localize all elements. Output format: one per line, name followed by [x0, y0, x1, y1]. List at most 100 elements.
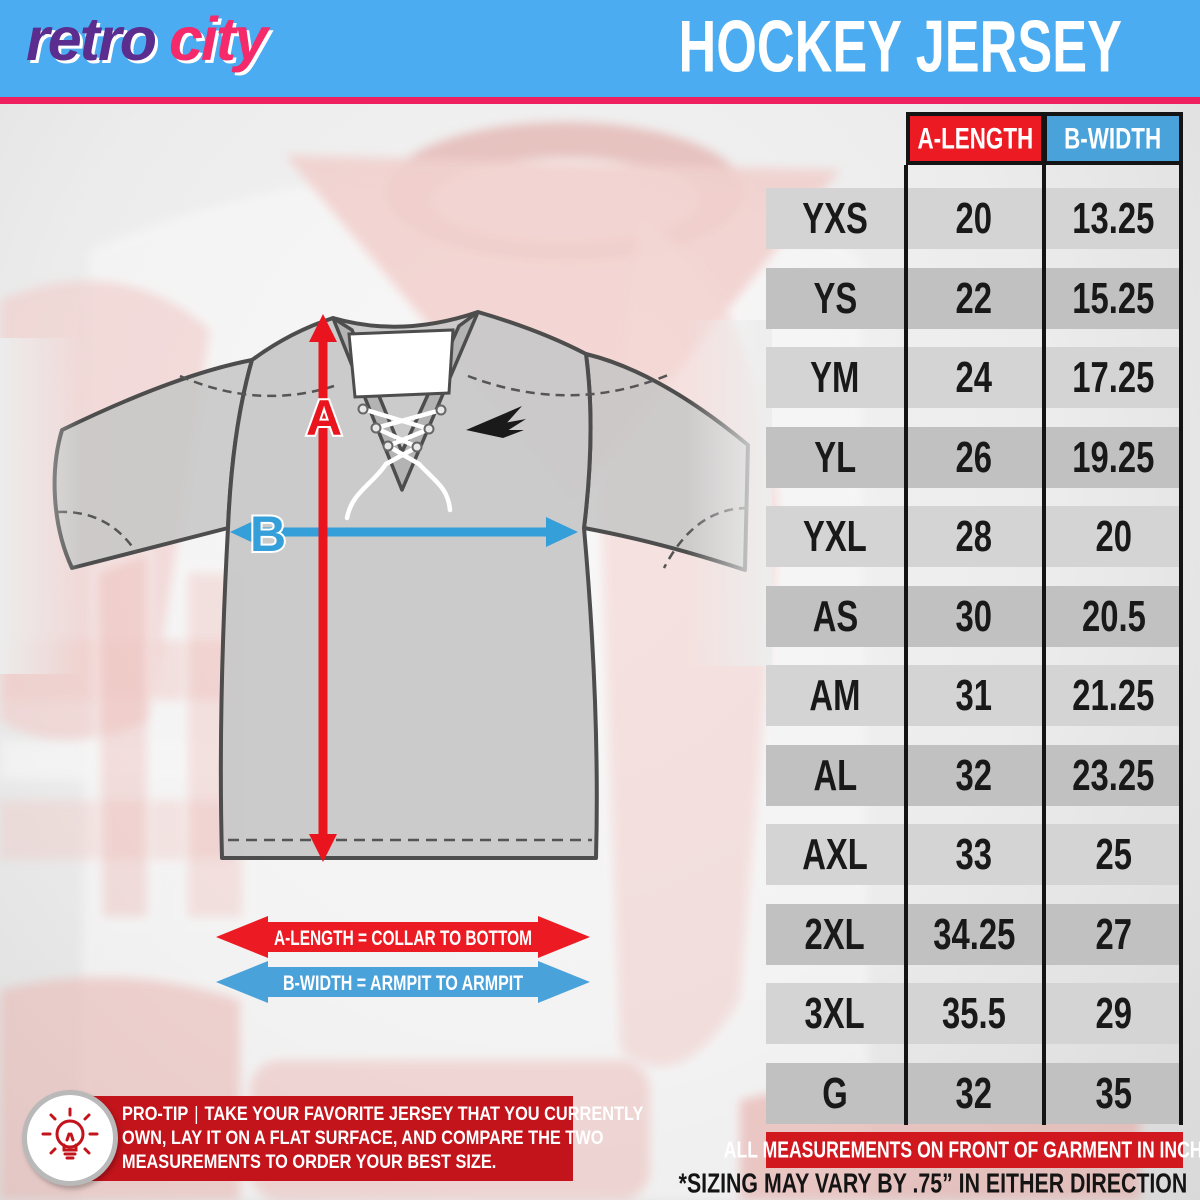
header-bar — [0, 0, 1200, 97]
brand-logo-city: city — [168, 5, 268, 73]
lightbulb-icon — [41, 1107, 99, 1160]
pro-tip-label: PRO-TIP — [122, 1103, 189, 1126]
left-sleeve-fade — [0, 338, 84, 674]
a-length-value: 34.25 — [932, 909, 1016, 958]
size-label: AXL — [802, 829, 868, 879]
table-row: AXL 33 25 — [766, 824, 1183, 885]
b-width-value: 17.25 — [1072, 352, 1155, 402]
table-gridline — [1042, 165, 1046, 1125]
a-length-value: 35.5 — [942, 988, 1006, 1038]
table-cell: 28 — [904, 506, 1044, 567]
table-cell: 20 — [904, 188, 1044, 249]
jersey-diagram: A B — [0, 310, 772, 862]
table-row: AS 30 20.5 — [766, 585, 1183, 647]
pro-tip-line-3: MEASUREMENTS TO ORDER YOUR BEST SIZE. — [122, 1151, 497, 1174]
table-cell: AXL — [766, 824, 904, 885]
table-cell: YM — [766, 347, 904, 408]
a-length-value: 22 — [955, 273, 993, 322]
table-cell: 34.25 — [904, 904, 1044, 965]
a-length-value: 33 — [955, 829, 993, 879]
triton-logo-icon — [466, 406, 526, 438]
page-title: HOCKEY JERSEY — [678, 5, 1122, 88]
table-cell: 15.25 — [1044, 268, 1183, 329]
b-width-value: 13.25 — [1072, 193, 1155, 243]
table-cell: 20.5 — [1044, 586, 1183, 647]
brand-logo-retro: retro — [26, 5, 157, 73]
table-cell: 20 — [1044, 506, 1183, 567]
width-arrow-b — [230, 517, 578, 547]
legend-a-banner: A-LENGTH = COLLAR TO BOTTOM — [216, 916, 590, 958]
table-cell: 32 — [904, 1063, 1044, 1124]
length-arrow-a — [309, 314, 337, 862]
b-width-value: 29 — [1095, 988, 1132, 1038]
table-cell: 30 — [904, 586, 1044, 647]
table-cell: AS — [766, 586, 904, 647]
legend-b-text: B-WIDTH = ARMPIT TO ARMPIT — [283, 972, 523, 995]
a-length-value: 24 — [955, 352, 993, 402]
lace-eyelets — [357, 403, 447, 453]
table-cell: G — [766, 1063, 904, 1124]
column-header-b-width: B-WIDTH — [1043, 112, 1183, 165]
table-cell: 22 — [904, 268, 1044, 329]
table-cell: AL — [766, 745, 904, 806]
b-width-value: 23.25 — [1072, 750, 1155, 799]
collar-laces — [344, 406, 453, 521]
table-cell: AM — [766, 665, 904, 726]
table-cell: 32 — [904, 745, 1044, 806]
table-cell: 29 — [1044, 983, 1183, 1044]
pro-tip-badge — [22, 1090, 118, 1186]
table-cell: YXL — [766, 506, 904, 567]
b-width-value: 25 — [1095, 829, 1132, 879]
b-width-value: 35 — [1095, 1068, 1132, 1117]
table-row: G 32 35 — [766, 1062, 1183, 1124]
size-table: A-LENGTH B-WIDTH YXS 20 13.25 YS 22 15.25 YM 24… — [766, 112, 1184, 1132]
size-label: YS — [813, 273, 857, 322]
b-width-value: 27 — [1095, 909, 1132, 958]
jersey-body — [218, 310, 599, 860]
collar-back-panel — [347, 328, 455, 399]
table-cell: YXS — [766, 188, 904, 249]
table-row: 2XL 34.25 27 — [766, 903, 1183, 965]
a-length-value: 20 — [955, 193, 993, 243]
right-sleeve-fade — [684, 320, 772, 666]
table-cell: 26 — [904, 427, 1044, 488]
label-a: A — [306, 390, 341, 446]
brand-logo: retro city — [26, 4, 268, 74]
a-length-value: 30 — [955, 591, 993, 640]
label-b: B — [250, 506, 284, 562]
table-cell: 3XL — [766, 983, 904, 1044]
table-cell: 35.5 — [904, 983, 1044, 1044]
column-header-a-length: A-LENGTH — [906, 112, 1045, 165]
size-label: YL — [814, 432, 856, 481]
table-cell: 31 — [904, 665, 1044, 726]
table-row: 3XL 35.5 29 — [766, 983, 1183, 1044]
a-length-value: 32 — [955, 750, 993, 799]
b-width-value: 15.25 — [1072, 273, 1155, 322]
measurements-note-bar: ALL MEASUREMENTS ON FRONT OF GARMENT IN … — [723, 1132, 1200, 1168]
a-length-value: 32 — [955, 1068, 993, 1117]
table-cell: 23.25 — [1044, 745, 1183, 806]
size-label: AL — [813, 750, 857, 799]
size-label: AS — [812, 591, 858, 640]
table-cell: 19.25 — [1044, 427, 1183, 488]
size-label: G — [822, 1068, 848, 1117]
table-cell: 25 — [1044, 824, 1183, 885]
table-row: YM 24 17.25 — [766, 347, 1183, 408]
size-label: 3XL — [804, 988, 866, 1038]
b-width-value: 20.5 — [1081, 591, 1146, 640]
a-length-value: 28 — [955, 511, 993, 561]
b-width-value: 20 — [1095, 511, 1132, 561]
table-row: YXL 28 20 — [766, 506, 1183, 567]
table-row: AM 31 21.25 — [766, 665, 1183, 726]
table-cell: YL — [766, 427, 904, 488]
pro-tip-line-1: PRO-TIP | TAKE YOUR FAVORITE JERSEY THAT Y… — [122, 1103, 644, 1126]
size-label: YXL — [803, 511, 867, 561]
table-cell: 21.25 — [1044, 665, 1183, 726]
table-cell: YS — [766, 268, 904, 329]
table-cell: 24 — [904, 347, 1044, 408]
a-length-value: 26 — [955, 432, 993, 481]
table-cell: 27 — [1044, 904, 1183, 965]
b-width-value: 21.25 — [1072, 670, 1155, 720]
table-cell: 2XL — [766, 904, 904, 965]
